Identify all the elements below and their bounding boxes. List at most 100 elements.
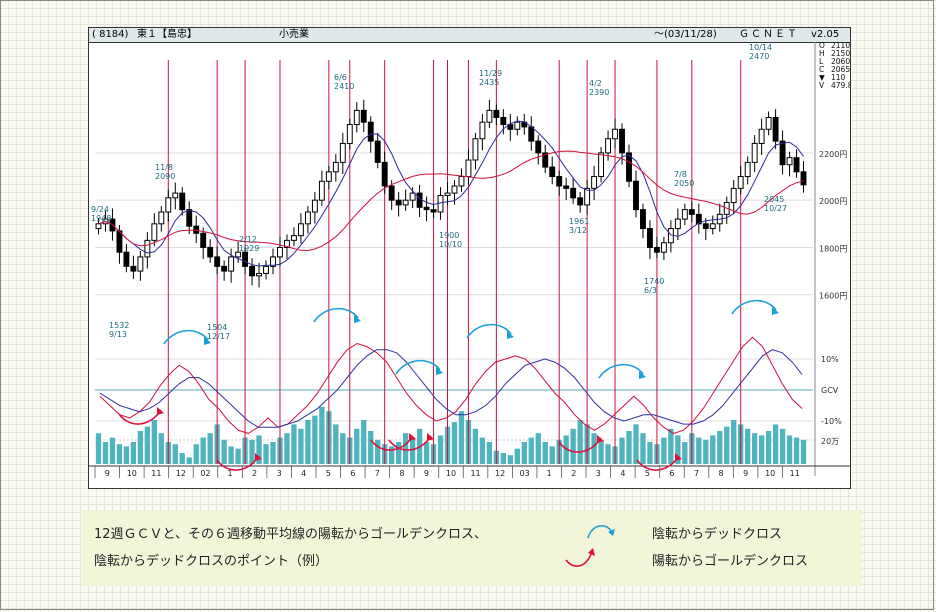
volume-bar: [151, 420, 157, 464]
volume-bar: [95, 433, 102, 464]
candle-body: [598, 152, 605, 178]
ohlc-value: 2065: [831, 65, 850, 74]
candle-body: [423, 206, 430, 211]
month-label: 1: [227, 469, 232, 478]
volume-bar: [598, 439, 604, 464]
volume-bar: [577, 420, 583, 464]
ohlc-label: O: [819, 42, 825, 50]
candlesticks: [95, 99, 807, 288]
volume-bar: [312, 415, 318, 464]
month-label: 11: [151, 469, 161, 478]
candle-body: [626, 152, 632, 182]
arrow-head: [157, 407, 164, 415]
annotation-date: 1900: [439, 231, 459, 240]
gcv-axis-label: 10%: [821, 355, 839, 364]
candle-body: [172, 192, 179, 199]
volume-bar: [109, 437, 116, 464]
volume-bar: [458, 411, 465, 464]
month-label: 2: [252, 469, 257, 478]
volume-bar: [389, 446, 395, 464]
volume-bar: [786, 435, 793, 464]
candle-body: [765, 116, 772, 130]
price-axis-label: 2200円: [819, 150, 847, 159]
annotation-date: 1504: [207, 323, 227, 332]
annotation-value: 2390: [589, 88, 609, 97]
arrow-head: [675, 453, 682, 461]
volume-bar: [710, 435, 716, 464]
candle-body: [374, 140, 381, 163]
volume-bar: [228, 446, 234, 464]
annotation-date: 7/8: [674, 170, 687, 179]
candle-body: [270, 256, 276, 267]
candle-body: [221, 265, 228, 272]
candle-body: [360, 109, 367, 123]
volume-bar: [186, 457, 192, 464]
ohlc-label: C: [819, 65, 824, 74]
candle-body: [214, 256, 221, 267]
annotation-date: 2/12: [239, 235, 257, 244]
annotation-date: 1740: [644, 277, 664, 286]
candle-body: [633, 180, 639, 211]
candle-body: [137, 256, 144, 272]
arrow-head: [507, 331, 514, 339]
signal-lines: [167, 60, 742, 464]
annotation-value: 10/10: [439, 240, 462, 249]
volume-bar: [451, 422, 458, 464]
volume-bar: [137, 431, 144, 464]
candle-body: [702, 223, 709, 230]
month-label: 8: [399, 469, 404, 478]
annotation-date: 1532: [109, 321, 129, 330]
candle-body: [653, 246, 660, 253]
candle-body: [786, 157, 793, 166]
candle-body: [758, 128, 765, 144]
volume-bar: [793, 437, 800, 464]
candle-body: [207, 246, 214, 258]
volume-bar: [647, 442, 653, 464]
month-label: 6: [669, 469, 674, 478]
volume-bar: [305, 420, 311, 464]
volume-bar: [423, 442, 430, 464]
volume-bar: [270, 442, 276, 464]
volume-bar: [193, 444, 199, 464]
annotation-value: 1948: [91, 214, 111, 223]
candle-body: [640, 209, 646, 230]
annotation-date: 1961: [569, 217, 589, 226]
volume-bar: [375, 439, 381, 464]
golden-cross-arrow-icon: [565, 548, 595, 567]
annotation-date: 10/14: [749, 43, 772, 52]
candle-body: [290, 235, 297, 241]
candle-body: [130, 265, 137, 272]
volume-bar: [758, 435, 765, 464]
ma-short-line: [98, 120, 804, 267]
brand-label: ＧＣＮＥＴ: [739, 29, 799, 40]
volume-bar: [717, 431, 723, 464]
volume-bar: [319, 406, 325, 464]
candle-body: [772, 116, 779, 142]
volume-bar: [123, 446, 130, 464]
volume-bar: [144, 426, 151, 464]
candle-body: [542, 152, 549, 168]
arrow-head: [772, 307, 779, 315]
ohlc-label: V: [819, 81, 825, 90]
candle-body: [465, 159, 472, 178]
annotation-date: 2045: [764, 195, 784, 204]
volume-bar: [200, 437, 206, 464]
candle-body: [646, 228, 653, 248]
arrow-head: [427, 433, 434, 441]
month-label: 5: [645, 469, 650, 478]
volume-bar: [235, 448, 241, 464]
candle-body: [228, 256, 235, 272]
candle-body: [619, 128, 625, 154]
candle-body: [605, 138, 612, 154]
volume-bar: [605, 444, 611, 464]
dead-cross-arrow: [163, 329, 209, 345]
month-label: 7: [694, 469, 699, 478]
month-label: 03: [520, 469, 530, 478]
candle-body: [493, 109, 500, 118]
volume-bar: [179, 453, 185, 464]
volume-bar: [661, 437, 667, 464]
candle-body: [528, 126, 535, 142]
candle-body: [744, 161, 751, 178]
arrow-head: [354, 315, 361, 323]
volume-bar: [696, 437, 702, 464]
